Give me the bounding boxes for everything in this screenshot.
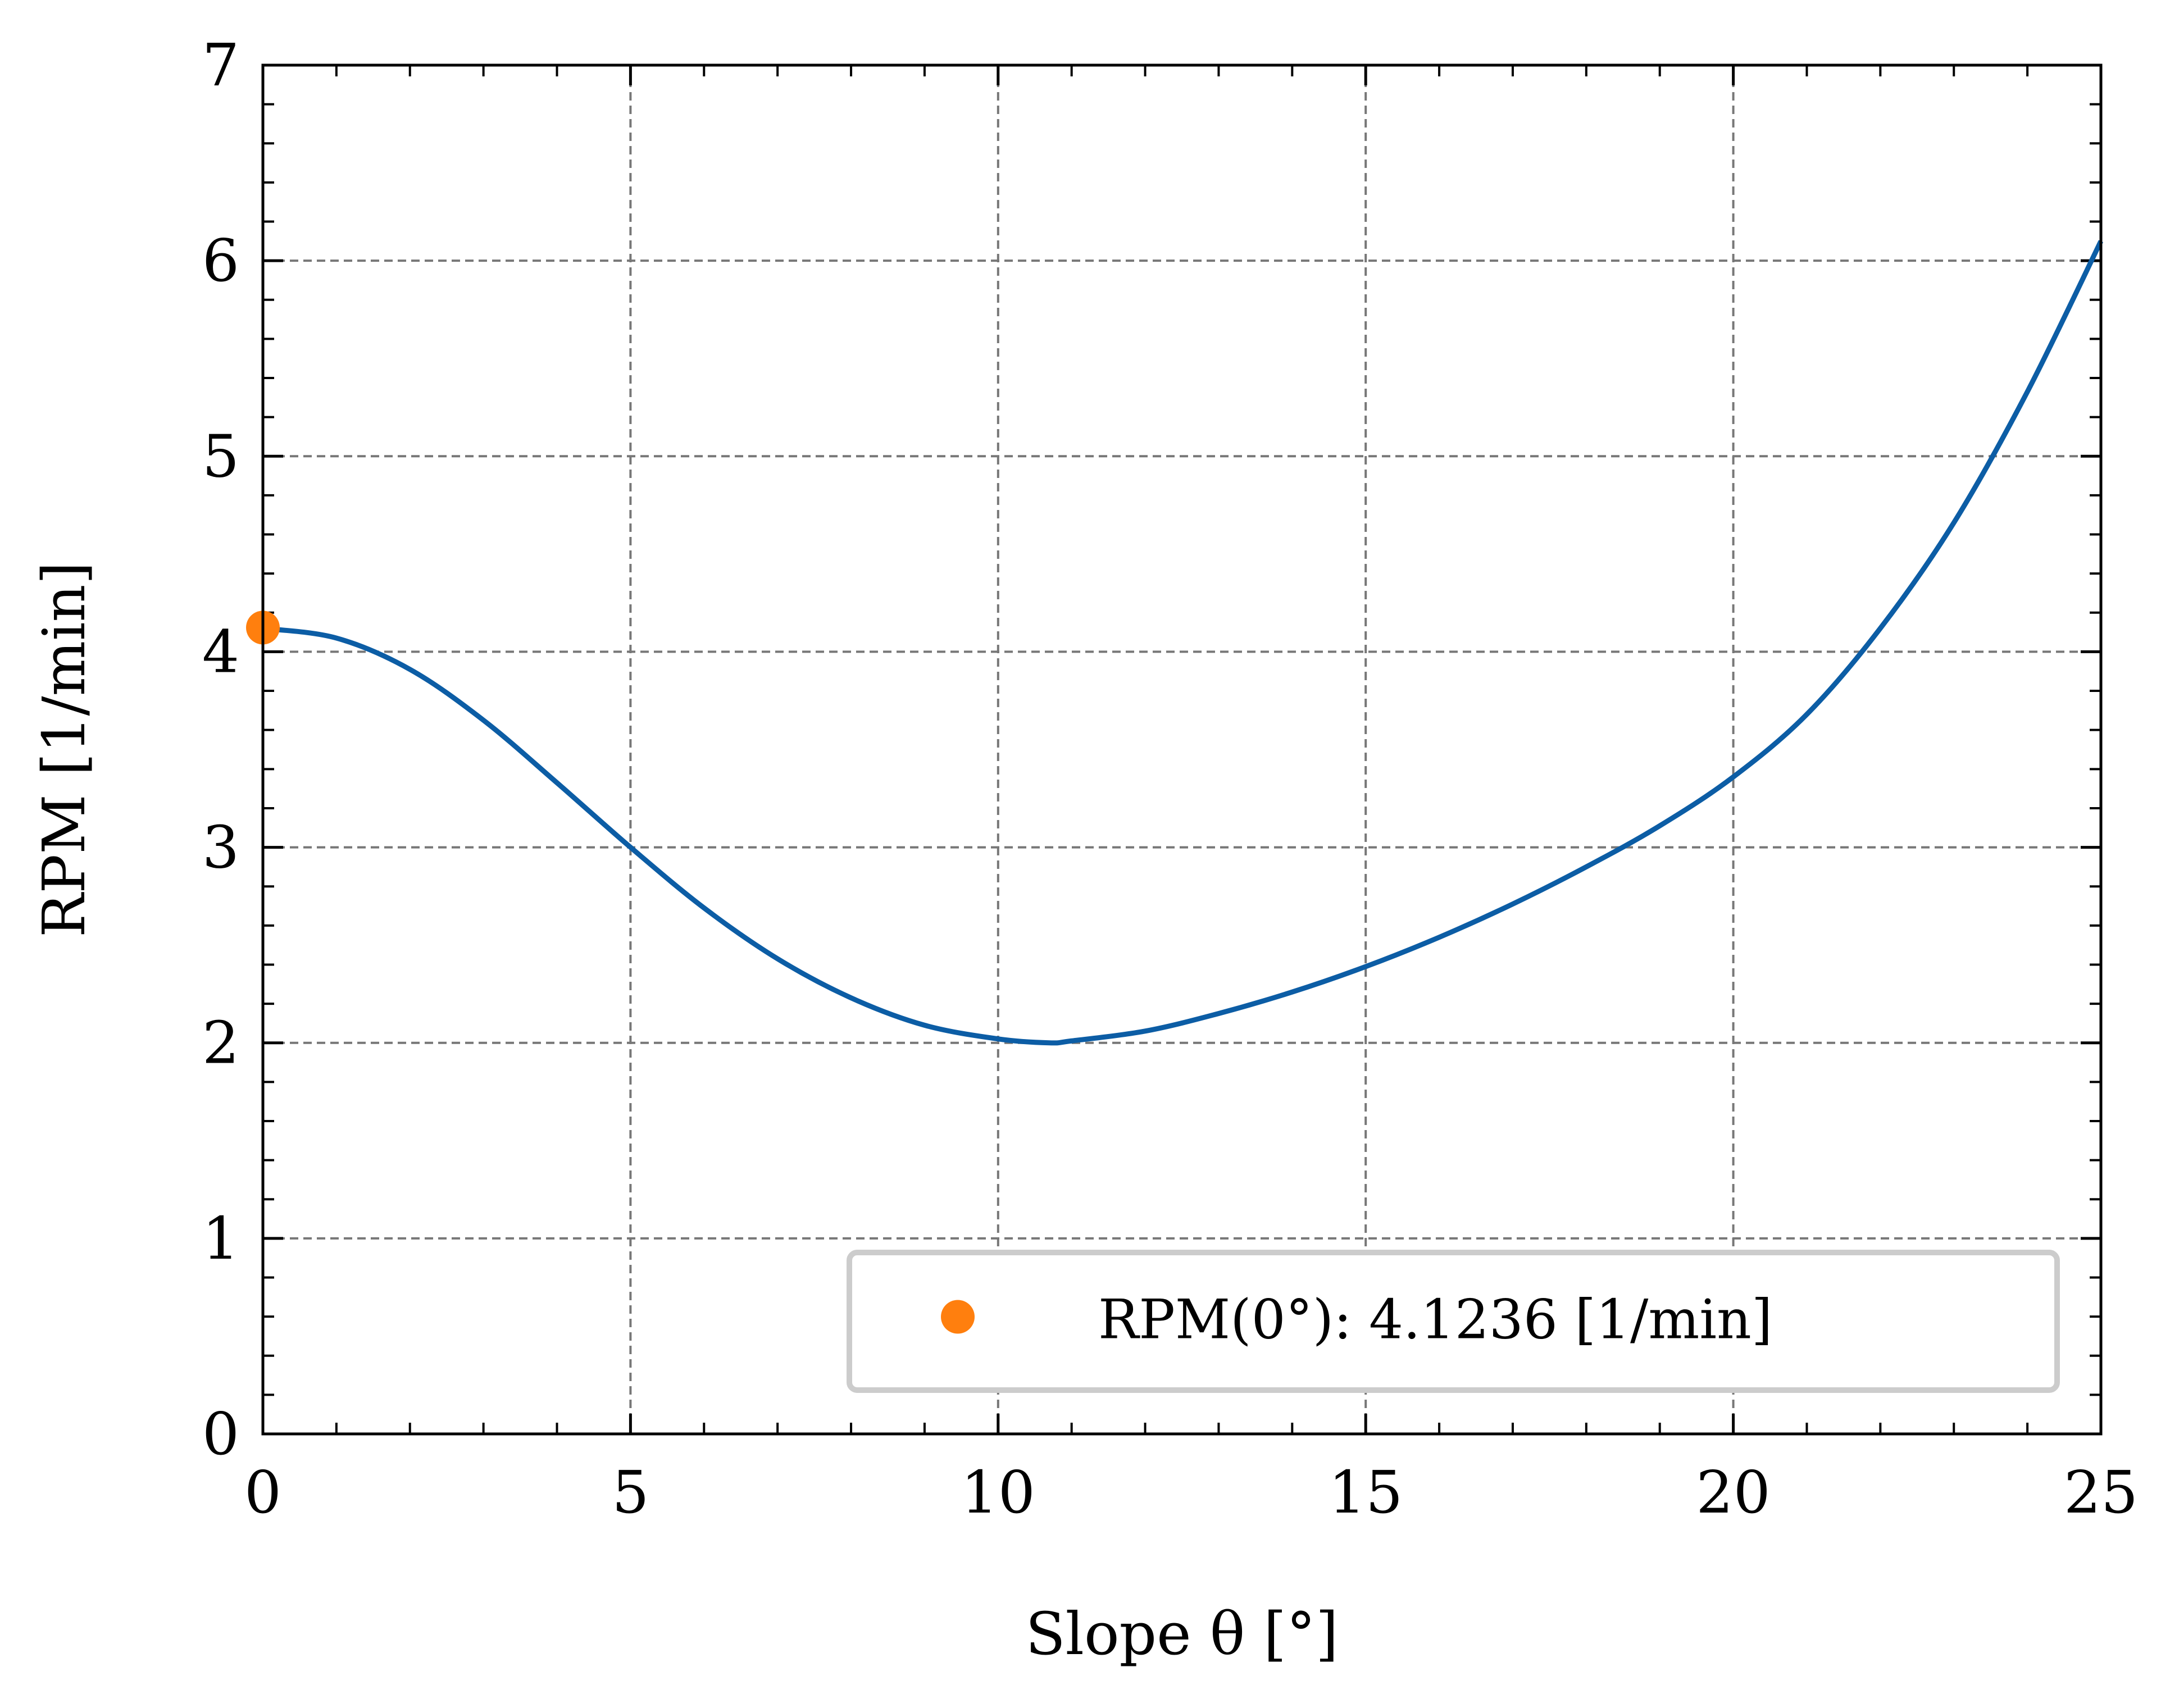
legend-box [847,1250,2060,1393]
y-tick-label: 7 [202,31,239,99]
grid [263,65,2101,1434]
x-tick-label: 5 [612,1458,649,1527]
x-tick-label: 20 [1696,1458,1770,1527]
legend: RPM(0°): 4.1236 [1/min] [847,1250,2060,1393]
y-tick-label: 1 [202,1204,239,1273]
y-tick-label: 6 [202,226,239,295]
y-tick-label: 0 [202,1400,239,1468]
y-tick-label: 3 [202,813,239,882]
legend-marker [941,1300,975,1334]
rpm-curve [262,240,2104,1046]
y-tick-label: 2 [202,1009,239,1077]
legend-entry-rpm0: RPM(0°): 4.1236 [1/min] [1098,1288,1772,1351]
y-axis-label: RPM [1/min] [30,562,98,937]
y-tick-label: 5 [202,422,239,490]
x-tick-label: 10 [961,1458,1035,1527]
tick-labels: 0 5 10 15 20 25 0 1 2 3 4 5 6 7 [202,31,2138,1527]
plot-frame [261,63,2103,1436]
ticks [261,63,2103,1436]
x-tick-label: 25 [2064,1458,2138,1527]
x-tick-label: 15 [1329,1458,1403,1527]
x-tick-label: 0 [244,1458,281,1527]
x-axis-label: Slope θ [°] [1025,1600,1338,1668]
y-tick-label: 4 [202,617,239,686]
